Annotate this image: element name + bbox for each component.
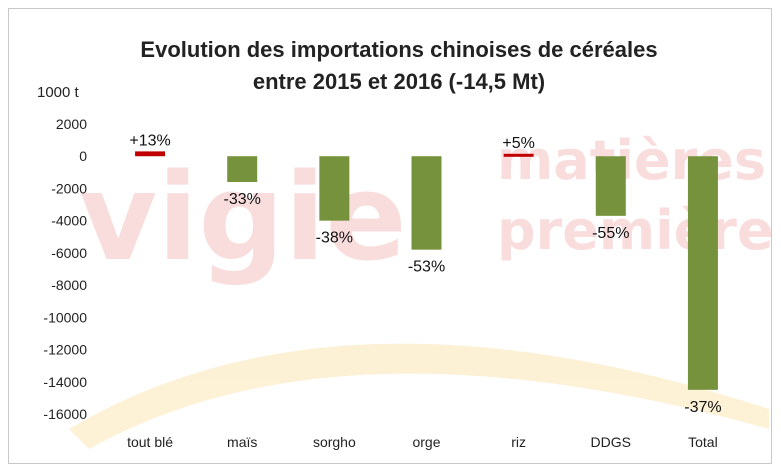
- watermark-word-2: matières: [497, 129, 766, 192]
- chart-title-line-2: entre 2015 et 2016 (-14,5 Mt): [253, 69, 545, 94]
- bar-1: [227, 156, 258, 182]
- bar-6: [687, 156, 718, 390]
- chart-svg: vigie matières premières Evolution des i…: [37, 37, 773, 450]
- y-tick-label: 0: [79, 148, 87, 164]
- watermark-word-3: premières: [497, 199, 773, 262]
- x-axis-ticks: tout blé maïs sorgho orge riz DDGS Total: [127, 434, 718, 450]
- data-label: -38%: [316, 230, 353, 247]
- bar-3: [411, 156, 442, 250]
- bar-5: [595, 156, 626, 216]
- x-tick-label: orge: [412, 434, 440, 450]
- data-label: -53%: [408, 259, 445, 276]
- watermark-swoosh: [69, 343, 769, 449]
- y-tick-label: -4000: [51, 213, 87, 229]
- y-tick-label: -12000: [43, 342, 87, 358]
- y-tick-label: -8000: [51, 277, 87, 293]
- x-tick-label: tout blé: [127, 434, 173, 450]
- y-unit-label: 1000 t: [37, 84, 80, 101]
- y-tick-label: -10000: [43, 309, 87, 325]
- bars-group: [135, 151, 718, 390]
- y-tick-label: -2000: [51, 180, 87, 196]
- x-tick-label: sorgho: [313, 434, 356, 450]
- x-tick-label: maïs: [227, 434, 257, 450]
- bar-2: [319, 156, 350, 221]
- chart-title-line-1: Evolution des importations chinoises de …: [140, 37, 657, 62]
- bar-0: [135, 151, 166, 157]
- y-axis-ticks: 2000 0 -2000 -4000 -6000 -8000 -10000 -12000 -14…: [43, 116, 87, 422]
- chart-frame: vigie matières premières Evolution des i…: [8, 8, 773, 464]
- data-label: +13%: [129, 132, 170, 149]
- y-tick-label: -14000: [43, 374, 87, 390]
- y-tick-label: -6000: [51, 245, 87, 261]
- watermark: vigie matières premières: [69, 129, 773, 449]
- data-label: -33%: [224, 191, 261, 208]
- y-tick-label: 2000: [56, 116, 87, 132]
- x-tick-label: Total: [688, 434, 718, 450]
- y-tick-label: -16000: [43, 406, 87, 422]
- data-labels-group: +13% -33% -38% -53% +5% -55% -37%: [129, 132, 721, 415]
- data-label: -37%: [684, 399, 721, 416]
- x-tick-label: riz: [511, 434, 526, 450]
- data-label: -55%: [592, 225, 629, 242]
- data-label: +5%: [502, 135, 534, 152]
- x-tick-label: DDGS: [591, 434, 631, 450]
- bar-4: [503, 153, 534, 157]
